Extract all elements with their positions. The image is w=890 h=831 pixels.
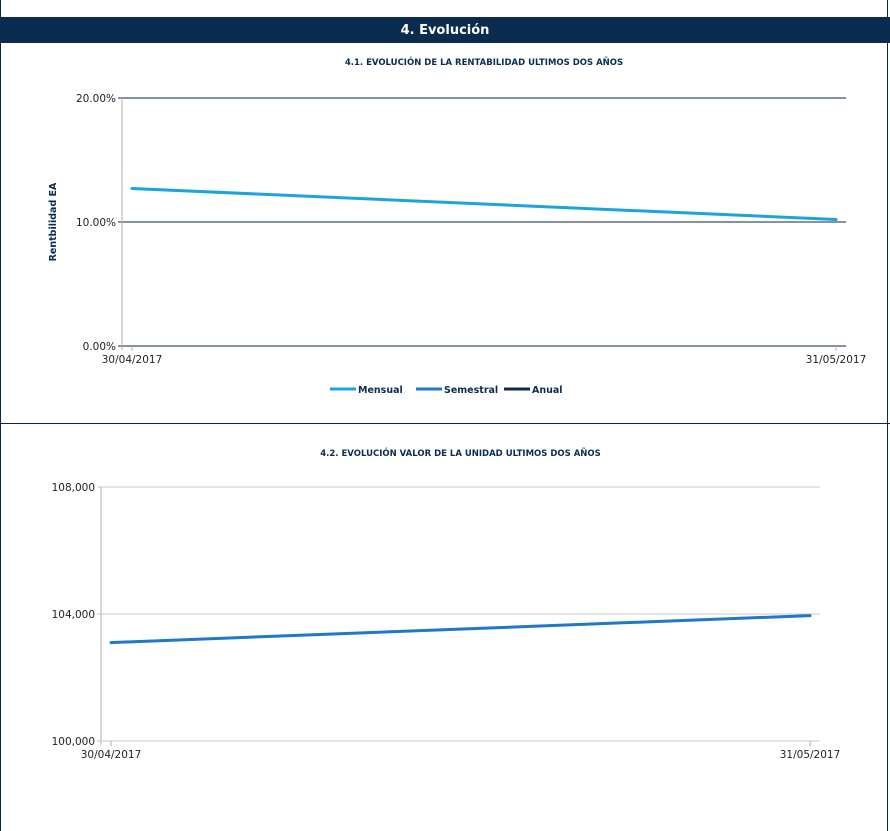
y-tick-label: 104,000 bbox=[52, 609, 95, 621]
series-line bbox=[130, 187, 838, 222]
chart-title: 4.1. EVOLUCIÓN DE LA RENTABILIDAD ULTIMO… bbox=[345, 56, 623, 68]
x-tick-label: 30/04/2017 bbox=[102, 354, 163, 366]
legend-label: Mensual bbox=[358, 385, 403, 396]
chart-title: 4.2. EVOLUCIÓN VALOR DE LA UNIDAD ULTIMO… bbox=[320, 447, 601, 459]
chart-divider bbox=[0, 423, 890, 424]
y-tick-label: 0.00% bbox=[83, 341, 116, 353]
section-header: 4. Evolución bbox=[0, 17, 890, 43]
x-tick-label: 30/04/2017 bbox=[81, 749, 142, 761]
y-tick-label: 100,000 bbox=[52, 736, 95, 748]
section-title: 4. Evolución bbox=[400, 22, 490, 38]
y-tick-label: 10.00% bbox=[76, 217, 116, 229]
chart-rentabilidad: 4.1. EVOLUCIÓN DE LA RENTABILIDAD ULTIMO… bbox=[48, 56, 867, 396]
legend-label: Semestral bbox=[444, 385, 498, 396]
x-tick-label: 31/05/2017 bbox=[806, 354, 867, 366]
series-line bbox=[109, 614, 812, 645]
x-tick-label: 31/05/2017 bbox=[780, 749, 841, 761]
y-axis-label: Rentbilidad EA bbox=[48, 182, 59, 261]
legend-label: Anual bbox=[532, 385, 563, 396]
y-tick-label: 108,000 bbox=[52, 482, 95, 494]
y-tick-label: 20.00% bbox=[76, 93, 116, 105]
